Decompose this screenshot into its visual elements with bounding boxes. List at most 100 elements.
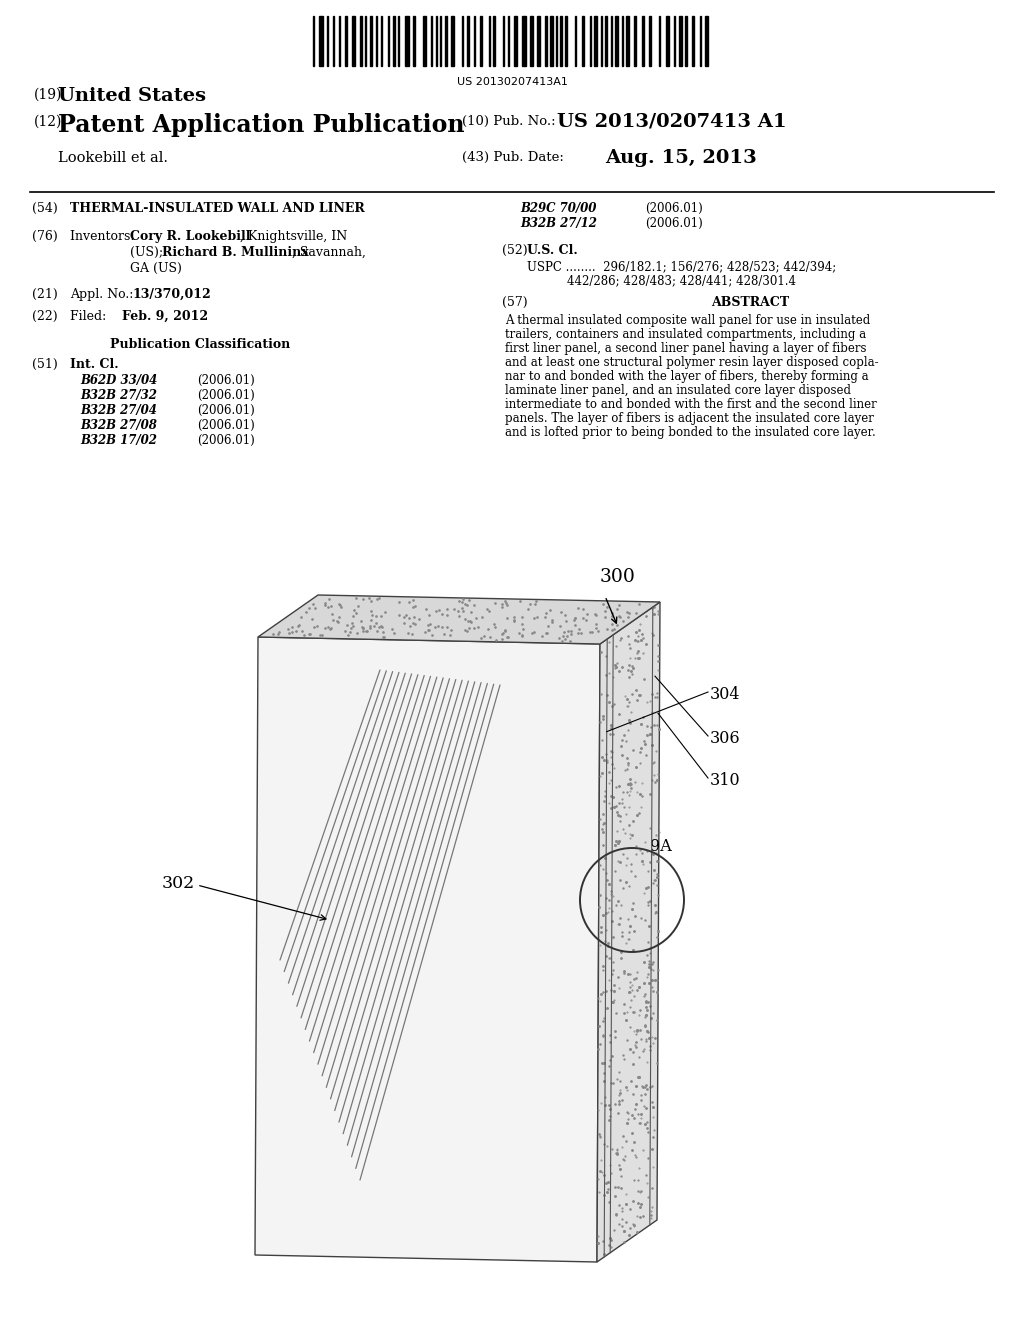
Text: (2006.01): (2006.01) <box>197 404 255 417</box>
Text: (54): (54) <box>32 202 57 215</box>
Text: 304: 304 <box>710 686 740 704</box>
Bar <box>666 16 669 66</box>
Text: United States: United States <box>58 87 206 106</box>
Text: B32B 27/04: B32B 27/04 <box>80 404 157 417</box>
Text: Filed:: Filed: <box>70 310 134 323</box>
Text: Cory R. Lookebill: Cory R. Lookebill <box>130 230 251 243</box>
Text: (22): (22) <box>32 310 57 323</box>
Text: Lookebill et al.: Lookebill et al. <box>58 150 168 165</box>
Text: (51): (51) <box>32 358 57 371</box>
Text: Inventors:: Inventors: <box>70 230 138 243</box>
Bar <box>480 16 482 66</box>
Text: 442/286; 428/483; 428/441; 428/301.4: 442/286; 428/483; 428/441; 428/301.4 <box>567 275 796 286</box>
Text: (US);: (US); <box>130 246 167 259</box>
Text: panels. The layer of fibers is adjacent the insulated core layer: panels. The layer of fibers is adjacent … <box>505 412 873 425</box>
Bar <box>493 16 495 66</box>
Bar <box>522 16 526 66</box>
Text: (2006.01): (2006.01) <box>197 389 255 403</box>
Text: 300: 300 <box>600 568 636 586</box>
Text: Aug. 15, 2013: Aug. 15, 2013 <box>605 149 757 168</box>
Text: USPC ........  296/182.1; 156/276; 428/523; 442/394;: USPC ........ 296/182.1; 156/276; 428/52… <box>527 260 837 273</box>
Text: B62D 33/04: B62D 33/04 <box>80 374 158 387</box>
Bar <box>615 16 618 66</box>
Text: , Savannah,: , Savannah, <box>292 246 366 259</box>
Text: and is lofted prior to being bonded to the insulated core layer.: and is lofted prior to being bonded to t… <box>505 426 876 440</box>
Text: U.S. Cl.: U.S. Cl. <box>527 244 578 257</box>
Text: Patent Application Publication: Patent Application Publication <box>58 114 465 137</box>
Bar <box>537 16 540 66</box>
Text: A thermal insulated composite wall panel for use in insulated: A thermal insulated composite wall panel… <box>505 314 870 327</box>
Text: nar to and bonded with the layer of fibers, thereby forming a: nar to and bonded with the layer of fibe… <box>505 370 868 383</box>
Text: THERMAL-INSULATED WALL AND LINER: THERMAL-INSULATED WALL AND LINER <box>70 202 365 215</box>
Text: Appl. No.:: Appl. No.: <box>70 288 137 301</box>
Bar <box>345 16 347 66</box>
Text: B32B 27/08: B32B 27/08 <box>80 418 157 432</box>
Bar <box>550 16 553 66</box>
Text: 310: 310 <box>710 772 740 789</box>
Polygon shape <box>255 638 600 1262</box>
Bar <box>467 16 469 66</box>
Text: B29C 70/00: B29C 70/00 <box>520 202 596 215</box>
Bar <box>685 16 687 66</box>
Bar <box>560 16 562 66</box>
Bar <box>626 16 629 66</box>
Bar <box>393 16 395 66</box>
Bar <box>413 16 415 66</box>
Text: first liner panel, a second liner panel having a layer of fibers: first liner panel, a second liner panel … <box>505 342 866 355</box>
Bar <box>642 16 644 66</box>
Bar <box>692 16 694 66</box>
Text: (19): (19) <box>34 88 62 102</box>
Text: B32B 27/12: B32B 27/12 <box>520 216 597 230</box>
Text: (2006.01): (2006.01) <box>197 418 255 432</box>
Text: (2006.01): (2006.01) <box>197 374 255 387</box>
Text: trailers, containers and insulated compartments, including a: trailers, containers and insulated compa… <box>505 327 866 341</box>
Text: Publication Classification: Publication Classification <box>110 338 290 351</box>
Text: Int. Cl.: Int. Cl. <box>70 358 119 371</box>
Polygon shape <box>258 595 660 644</box>
Text: (21): (21) <box>32 288 57 301</box>
Text: (2006.01): (2006.01) <box>197 434 255 447</box>
Text: and at least one structural polymer resin layer disposed copla-: and at least one structural polymer resi… <box>505 356 879 370</box>
Text: laminate liner panel, and an insulated core layer disposed: laminate liner panel, and an insulated c… <box>505 384 851 397</box>
Text: Richard B. Mullininx: Richard B. Mullininx <box>162 246 309 259</box>
Text: US 2013/0207413 A1: US 2013/0207413 A1 <box>557 114 786 131</box>
Text: (43) Pub. Date:: (43) Pub. Date: <box>462 150 564 164</box>
Text: 9A: 9A <box>650 838 672 855</box>
Text: (12): (12) <box>34 115 62 129</box>
Bar <box>352 16 355 66</box>
Bar <box>319 16 323 66</box>
Text: , Knightsville, IN: , Knightsville, IN <box>240 230 347 243</box>
Bar <box>370 16 372 66</box>
Bar <box>565 16 567 66</box>
Text: (76): (76) <box>32 230 57 243</box>
Text: (2006.01): (2006.01) <box>645 216 702 230</box>
Bar <box>545 16 547 66</box>
Text: B32B 17/02: B32B 17/02 <box>80 434 157 447</box>
Bar <box>594 16 597 66</box>
Text: B32B 27/32: B32B 27/32 <box>80 389 157 403</box>
Bar <box>634 16 636 66</box>
Bar <box>514 16 517 66</box>
Bar <box>423 16 426 66</box>
Text: (10) Pub. No.:: (10) Pub. No.: <box>462 115 556 128</box>
Text: 302: 302 <box>162 875 195 892</box>
Bar <box>705 16 708 66</box>
Text: intermediate to and bonded with the first and the second liner: intermediate to and bonded with the firs… <box>505 399 877 411</box>
Text: GA (US): GA (US) <box>130 261 182 275</box>
Bar <box>679 16 682 66</box>
Bar <box>445 16 447 66</box>
Bar <box>406 16 409 66</box>
Bar <box>605 16 607 66</box>
Text: 13/370,012: 13/370,012 <box>132 288 211 301</box>
Bar <box>530 16 534 66</box>
Polygon shape <box>597 602 660 1262</box>
Text: 306: 306 <box>710 730 740 747</box>
Bar <box>451 16 454 66</box>
Text: (52): (52) <box>502 244 527 257</box>
Text: Feb. 9, 2012: Feb. 9, 2012 <box>122 310 208 323</box>
Bar <box>582 16 584 66</box>
Text: US 20130207413A1: US 20130207413A1 <box>457 77 567 87</box>
Bar <box>649 16 651 66</box>
Text: ABSTRACT: ABSTRACT <box>711 296 790 309</box>
Text: (2006.01): (2006.01) <box>645 202 702 215</box>
